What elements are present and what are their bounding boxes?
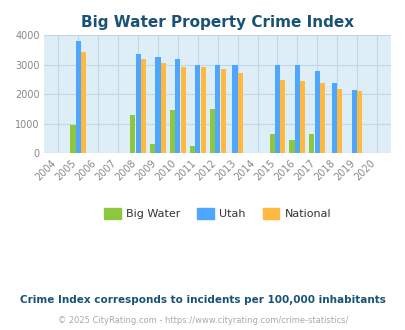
Bar <box>76 41 81 153</box>
Title: Big Water Property Crime Index: Big Water Property Crime Index <box>81 15 354 30</box>
Bar <box>294 65 299 153</box>
Bar <box>279 80 285 153</box>
Bar <box>200 67 205 153</box>
Bar <box>130 115 135 153</box>
Bar <box>314 71 319 153</box>
Bar <box>299 81 305 153</box>
Bar <box>70 125 75 153</box>
Bar <box>135 53 140 153</box>
Bar <box>170 110 175 153</box>
Bar <box>141 59 146 153</box>
Bar <box>274 65 279 153</box>
Text: Crime Index corresponds to incidents per 100,000 inhabitants: Crime Index corresponds to incidents per… <box>20 295 385 305</box>
Bar <box>195 65 200 153</box>
Bar <box>289 140 294 153</box>
Bar <box>180 67 185 153</box>
Bar <box>337 89 342 153</box>
Bar <box>356 91 362 153</box>
Bar <box>237 73 242 153</box>
Bar <box>81 52 86 153</box>
Bar <box>155 56 160 153</box>
Bar <box>269 134 274 153</box>
Bar <box>331 83 336 153</box>
Bar <box>351 90 356 153</box>
Bar <box>209 109 214 153</box>
Bar <box>175 59 180 153</box>
Bar <box>160 63 166 153</box>
Bar <box>190 147 194 153</box>
Legend: Big Water, Utah, National: Big Water, Utah, National <box>99 203 335 223</box>
Bar <box>215 65 220 153</box>
Bar <box>220 69 225 153</box>
Text: © 2025 CityRating.com - https://www.cityrating.com/crime-statistics/: © 2025 CityRating.com - https://www.city… <box>58 315 347 325</box>
Bar <box>150 144 155 153</box>
Bar <box>232 65 237 153</box>
Bar <box>320 83 324 153</box>
Bar <box>309 134 314 153</box>
